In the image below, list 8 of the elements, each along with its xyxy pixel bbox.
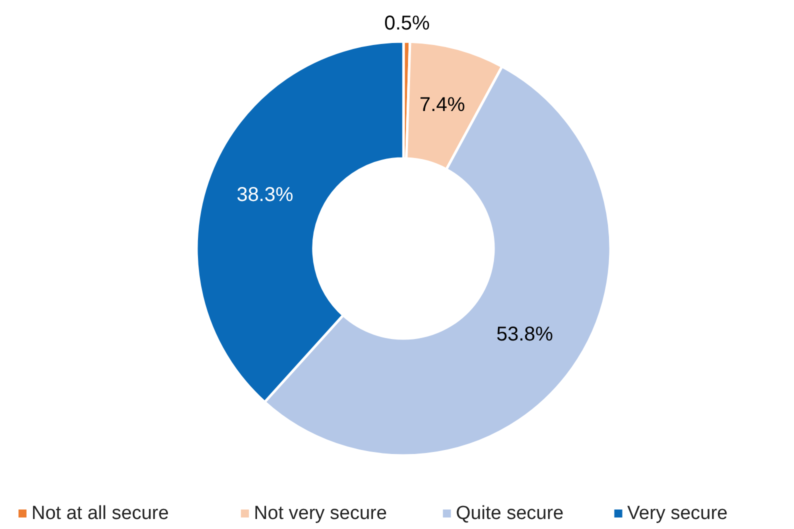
data-label: 53.8% <box>496 323 554 346</box>
legend-label: Quite secure <box>456 503 564 524</box>
data-label: 7.4% <box>419 94 466 116</box>
data-label: 0.5% <box>384 12 430 35</box>
legend-label: Very secure <box>627 503 728 524</box>
legend-label: Not very secure <box>254 503 387 524</box>
data-label: 38.3% <box>236 184 294 206</box>
legend-label: Not at all secure <box>32 503 169 524</box>
